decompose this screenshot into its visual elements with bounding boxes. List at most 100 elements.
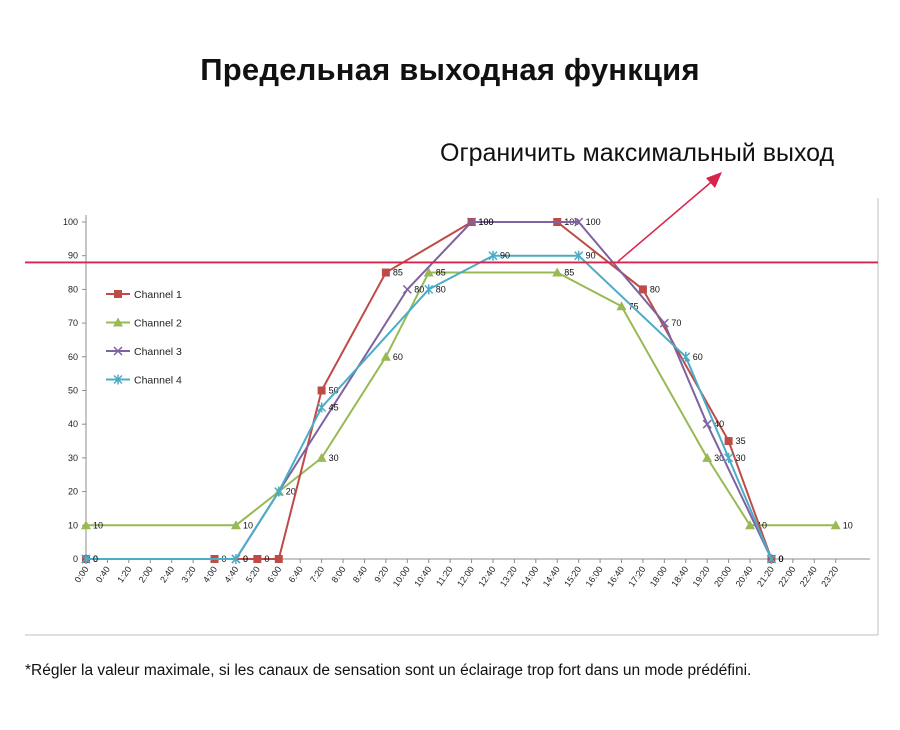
legend-entry-1: Channel 1: [106, 289, 182, 301]
marker-star: [113, 374, 123, 385]
series-line: [86, 271, 836, 527]
data-label: 70: [671, 318, 681, 328]
data-label: 30: [736, 453, 746, 463]
y-tick-label: 30: [68, 453, 78, 463]
legend-label: Channel 4: [134, 375, 182, 387]
y-tick-label: 50: [68, 386, 78, 396]
data-label: 0: [778, 554, 783, 564]
data-label: 0: [243, 554, 248, 564]
x-tick-label: 5:20: [244, 564, 262, 584]
marker-square: [274, 555, 283, 563]
marker-triangle: [113, 317, 123, 327]
x-tick-label: 3:20: [179, 564, 197, 584]
marker-star: [424, 284, 434, 295]
data-label: 85: [564, 268, 574, 278]
x-tick-label: 16:00: [584, 564, 605, 588]
data-label: 50: [329, 386, 339, 396]
data-label: 10: [243, 520, 253, 530]
marker-triangle: [380, 351, 391, 361]
marker-triangle: [423, 267, 434, 277]
data-label: 90: [500, 251, 510, 261]
x-tick-label: 4:00: [201, 564, 219, 584]
marker-star: [574, 250, 584, 261]
marker-x: [113, 346, 123, 356]
y-tick-label: 90: [68, 251, 78, 261]
x-axis: 0:00 0:40 1:20 2:00 2:40 3:20 4:00 4:40 5:20 6:00…: [72, 558, 870, 589]
data-label: 80: [650, 284, 660, 294]
marker-star: [274, 486, 284, 497]
x-tick-label: 10:40: [412, 564, 433, 588]
legend-label: Channel 1: [134, 289, 182, 301]
marker-x: [402, 284, 412, 294]
x-tick-label: 18:40: [669, 564, 690, 588]
x-tick-label: 13:20: [498, 564, 519, 588]
x-tick-label: 22:40: [798, 564, 819, 588]
x-tick-label: 18:00: [648, 564, 669, 588]
marker-star: [724, 452, 734, 463]
marker-x: [702, 419, 712, 429]
y-tick-label: 40: [68, 419, 78, 429]
y-tick-label: 60: [68, 352, 78, 362]
data-label: 10: [843, 520, 853, 530]
marker-x: [574, 217, 584, 227]
x-tick-label: 21:20: [755, 564, 776, 588]
x-tick-label: 12:00: [455, 564, 476, 588]
x-tick-label: 23:20: [819, 564, 840, 588]
x-tick-label: 22:00: [776, 564, 797, 588]
x-tick-label: 20:40: [734, 564, 755, 588]
marker-triangle: [316, 452, 327, 462]
footnote: *Régler la valeur maximale, si les canau…: [25, 662, 752, 679]
x-tick-label: 7:20: [308, 564, 326, 584]
y-tick-label: 70: [68, 318, 78, 328]
data-label: 100: [479, 217, 494, 227]
data-label: 90: [586, 251, 596, 261]
data-label: 30: [329, 453, 339, 463]
x-tick-label: 17:20: [626, 564, 647, 588]
x-tick-label: 14:40: [541, 564, 562, 588]
data-label: 0: [778, 554, 783, 564]
data-label: 0: [93, 554, 98, 564]
x-tick-label: 12:40: [477, 564, 498, 588]
data-label: 20: [286, 487, 296, 497]
marker-square: [638, 285, 647, 294]
marker-star: [488, 250, 498, 261]
legend: Channel 1 Channel 2 Channel 3 Channel 4: [106, 289, 182, 387]
series-1: 0 0 0 50 85 100 100 80 35 0: [82, 217, 783, 564]
y-tick-label: 80: [68, 284, 78, 294]
x-tick-label: 9:20: [372, 564, 390, 584]
limit-layer: [25, 172, 878, 264]
marker-triangle: [745, 520, 756, 530]
series-4: 0 0 45 80 90 90 60 30 0: [81, 250, 783, 564]
x-tick-label: 14:00: [519, 564, 540, 588]
marker-triangle: [81, 520, 91, 530]
marker-x: [659, 318, 669, 328]
page-title: Предельная выходная функция: [200, 52, 700, 87]
data-label: 40: [714, 419, 724, 429]
marker-x: [467, 217, 477, 227]
data-label: 10: [757, 520, 767, 530]
data-label: 10: [93, 520, 103, 530]
x-tick-label: 16:40: [605, 564, 626, 588]
x-tick-label: 1:20: [115, 564, 133, 584]
marker-triangle: [702, 452, 713, 462]
y-axis: 0 10 20 30 40 50 60 70 80 90 100: [63, 215, 87, 564]
data-label: 80: [436, 284, 446, 294]
marker-triangle: [230, 520, 241, 530]
legend-entry-2: Channel 2: [106, 317, 182, 330]
marker-square: [317, 386, 326, 395]
data-label: 0: [243, 554, 248, 564]
y-tick-label: 100: [63, 217, 78, 227]
data-label: 45: [329, 402, 339, 412]
marker-square: [253, 555, 262, 563]
data-label: 35: [736, 436, 746, 446]
data-label: 0: [264, 554, 269, 564]
x-tick-label: 8:40: [351, 564, 369, 584]
x-tick-label: 6:40: [287, 564, 305, 584]
legend-entry-3: Channel 3: [106, 346, 182, 358]
x-tick-label: 19:20: [691, 564, 712, 588]
data-label: 85: [393, 268, 403, 278]
x-tick-label: 15:20: [562, 564, 583, 588]
data-label: 100: [586, 217, 601, 227]
